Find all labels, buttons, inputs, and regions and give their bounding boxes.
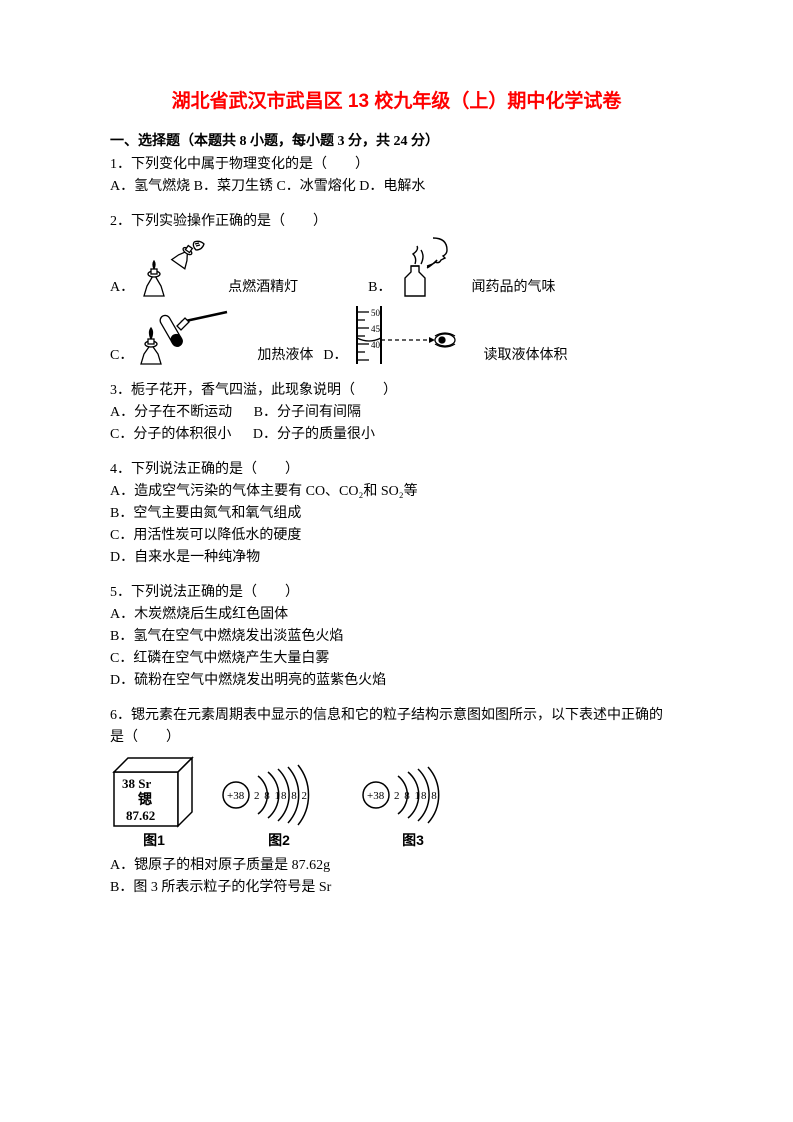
q6-opt-a: A．锶原子的相对原子质量是 87.62g [110, 855, 683, 876]
q2-c-prefix: C． [110, 345, 133, 366]
q2-stem: 2．下列实验操作正确的是（ ） [110, 211, 683, 232]
q2-row-ab: A． 点燃酒精灯 B． [110, 236, 683, 298]
q4-opt-c: C．用活性炭可以降低水的硬度 [110, 525, 683, 546]
q2-figure-b-icon [391, 236, 451, 298]
q2-b-label: 闻药品的气味 [471, 277, 555, 298]
atom-structure-3-icon: +38 2 8 18 8 [360, 762, 466, 828]
q5-opt-b: B．氢气在空气中燃烧发出淡蓝色火焰 [110, 626, 683, 647]
q5-opt-a: A．木炭燃烧后生成红色固体 [110, 604, 683, 625]
q5-opt-c: C．红磷在空气中燃烧产生大量白雾 [110, 648, 683, 669]
q6-figure-3: +38 2 8 18 8 图3 [360, 762, 466, 851]
q6-opt-b: B．图 3 所表示粒子的化学符号是 Sr [110, 877, 683, 898]
svg-text:40: 40 [371, 340, 381, 350]
q6-stem-line1: 6．锶元素在元素周期表中显示的信息和它的粒子结构示意图如图所示，以下表述中正确的 [110, 705, 683, 726]
q6-figure-2: +38 2 8 18 8 2 图2 [220, 762, 338, 851]
svg-text:+38: +38 [227, 790, 245, 802]
q6-fig1-label: 图1 [110, 830, 198, 851]
q3-opt-d: D．分子的质量很小 [253, 424, 375, 445]
q3-opt-a: A．分子在不断运动 [110, 402, 232, 423]
q3-opt-b: B．分子间有间隔 [254, 402, 361, 423]
q6-stem-line2: 是（ ） [110, 727, 683, 748]
svg-text:+38: +38 [367, 790, 385, 802]
q2-c-label: 加热液体 [257, 345, 313, 366]
q3-stem: 3．栀子花开，香气四溢，此现象说明（ ） [110, 380, 683, 401]
question-5: 5．下列说法正确的是（ ） A．木炭燃烧后生成红色固体 B．氢气在空气中燃烧发出… [110, 582, 683, 691]
svg-text:87.62: 87.62 [126, 808, 155, 823]
atom-structure-2-icon: +38 2 8 18 8 2 [220, 762, 338, 828]
q3-opt-c: C．分子的体积很小 [110, 424, 231, 445]
svg-text:2 8 18 8: 2 8 18 8 [394, 790, 438, 802]
svg-text:45: 45 [371, 324, 381, 334]
question-6: 6．锶元素在元素周期表中显示的信息和它的粒子结构示意图如图所示，以下表述中正确的… [110, 705, 683, 898]
q2-figure-a-icon [134, 236, 208, 298]
question-1: 1．下列变化中属于物理变化的是（ ） A．氢气燃烧 B．菜刀生锈 C．冰雪熔化 … [110, 154, 683, 197]
q6-fig2-label: 图2 [220, 830, 338, 851]
q2-a-label: 点燃酒精灯 [228, 277, 298, 298]
q2-figure-c-icon [133, 304, 233, 366]
question-3: 3．栀子花开，香气四溢，此现象说明（ ） A．分子在不断运动 B．分子间有间隔 … [110, 380, 683, 445]
q4-opt-b: B．空气主要由氮气和氧气组成 [110, 503, 683, 524]
svg-text:2 8 18 8 2: 2 8 18 8 2 [254, 790, 308, 802]
section-1-header: 一、选择题（本题共 8 小题，每小题 3 分，共 24 分） [110, 131, 683, 152]
svg-text:锶: 锶 [138, 791, 152, 808]
q1-options: A．氢气燃烧 B．菜刀生锈 C．冰雪熔化 D．电解水 [110, 176, 683, 197]
svg-text:50: 50 [371, 308, 381, 318]
element-tile-icon: 38 Sr 锶 87.62 [110, 754, 198, 828]
q4-opt-d: D．自来水是一种纯净物 [110, 547, 683, 568]
q6-fig3-label: 图3 [360, 830, 466, 851]
q2-row-cd: C． 加热液体 D． [110, 304, 683, 366]
q2-figure-d-icon: 50 45 40 [347, 304, 459, 366]
q5-stem: 5．下列说法正确的是（ ） [110, 582, 683, 603]
q4-stem: 4．下列说法正确的是（ ） [110, 459, 683, 480]
q1-stem: 1．下列变化中属于物理变化的是（ ） [110, 154, 683, 175]
doc-title: 湖北省武汉市武昌区 13 校九年级（上）期中化学试卷 [110, 88, 683, 117]
q2-a-prefix: A． [110, 277, 134, 298]
q6-figure-1: 38 Sr 锶 87.62 图1 [110, 754, 198, 851]
q2-d-prefix: D． [323, 345, 347, 366]
q2-b-prefix: B． [368, 277, 391, 298]
question-2: 2．下列实验操作正确的是（ ） A． [110, 211, 683, 366]
svg-text:38 Sr: 38 Sr [122, 776, 151, 791]
q4-opt-a: A．造成空气污染的气体主要有 CO、CO₂和 SO₂等 [110, 481, 683, 502]
q2-d-label: 读取液体体积 [483, 345, 567, 366]
q5-opt-d: D．硫粉在空气中燃烧发出明亮的蓝紫色火焰 [110, 670, 683, 691]
question-4: 4．下列说法正确的是（ ） A．造成空气污染的气体主要有 CO、CO₂和 SO₂… [110, 459, 683, 568]
